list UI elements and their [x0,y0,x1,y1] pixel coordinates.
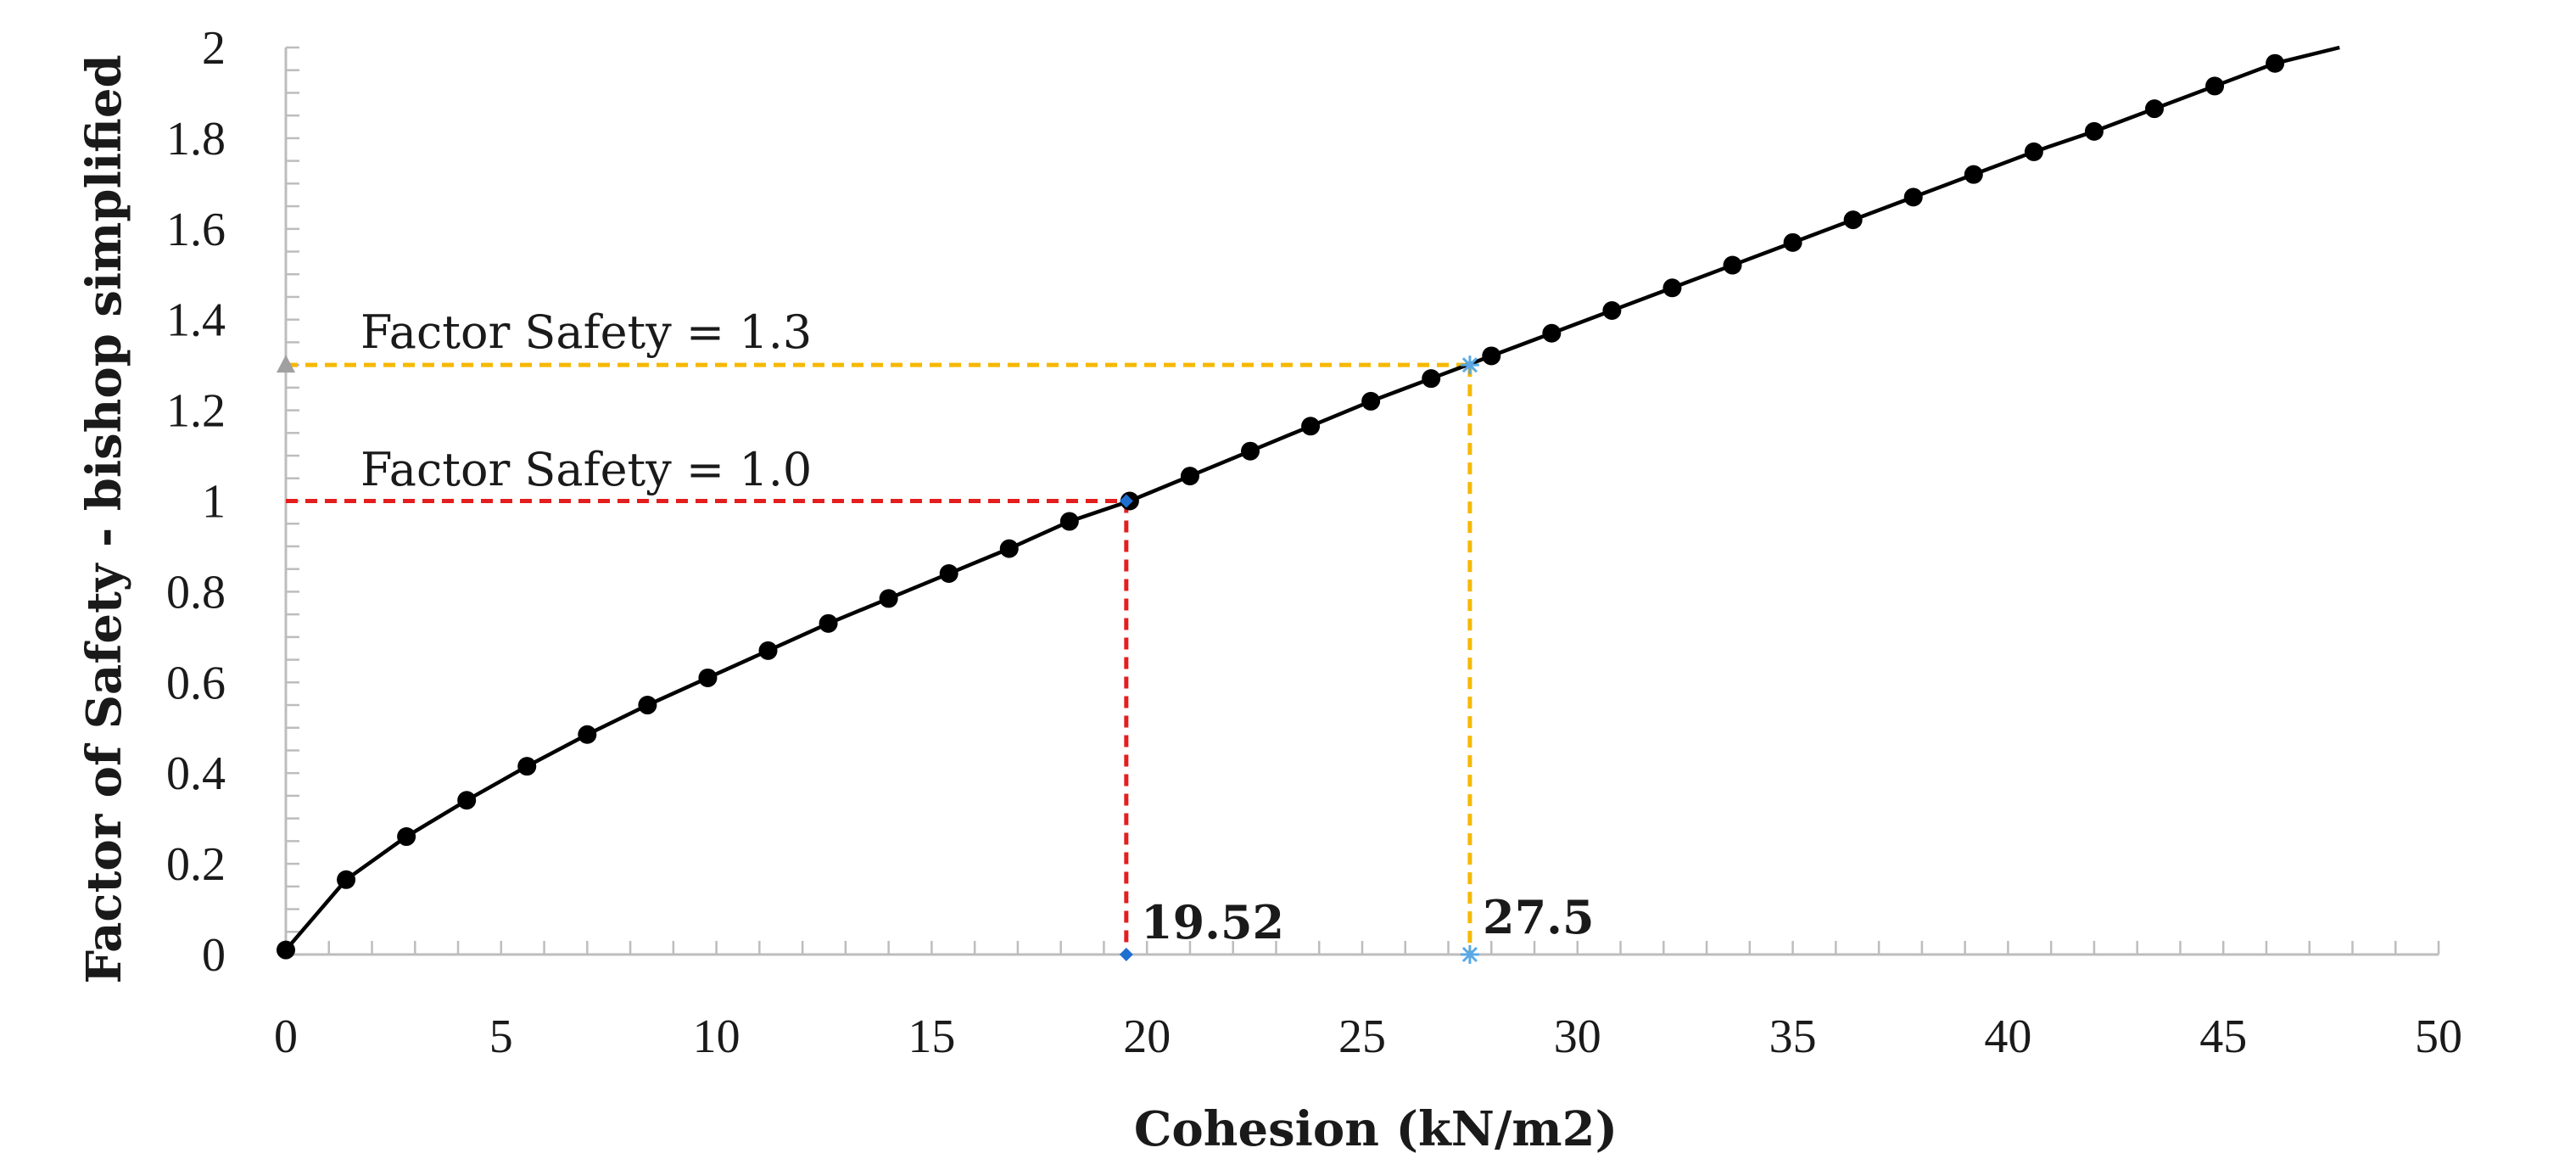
y-tick-label: 1.4 [166,294,226,347]
x-tick-label: 40 [1984,1010,2031,1063]
annotation-value-fos-1-3: 27.5 [1483,890,1595,944]
x-tick-label: 25 [1338,1010,1386,1063]
data-point [698,668,718,687]
x-tick-label: 45 [2199,1010,2247,1063]
x-tick-label: 0 [274,1010,298,1063]
y-tick-label: 0.6 [166,657,226,709]
y-tick-label: 1.8 [166,113,226,165]
data-point [1662,278,1682,298]
x-tick-label: 10 [693,1010,740,1063]
series-line [284,45,2340,952]
chart-guide-lines [286,362,1472,954]
x-tick-label: 20 [1123,1010,1171,1063]
data-point [758,641,778,660]
data-point [1542,323,1562,343]
data-point [397,827,416,847]
x-tick-label: 35 [1769,1010,1817,1063]
star-marker-fos-1-3 [1460,945,1479,964]
data-point [1241,441,1260,461]
x-tick-label: 50 [2415,1010,2462,1063]
star-marker-fos-1-3 [1460,355,1479,375]
data-point [1059,512,1079,531]
data-point [1723,255,1742,275]
data-point [1964,165,1983,184]
data-point [2084,121,2104,141]
data-point [999,539,1019,558]
y-tick-label: 2 [202,22,226,75]
annotation-value-fos-1-0: 19.52 [1141,895,1284,949]
chart-ticks: 0 5 10 15 20 25 30 35 40 45 50 0 0.2 0.4 0.6 0.8 1 1.2 1.4… [166,22,2462,1063]
data-point [1301,417,1321,436]
data-point [1361,391,1381,411]
y-tick-label: 0.4 [166,747,226,800]
data-point [277,940,295,960]
data-point [1903,188,1923,207]
annotation-label-fos-1-0: Factor Safety = 1.0 [360,443,812,496]
chart-series [277,45,2340,960]
data-point [1602,301,1622,321]
data-point [638,696,657,715]
data-point [457,791,477,810]
chart-annotation-markers [277,355,1479,964]
annotation-label-fos-1-3: Factor Safety = 1.3 [360,305,812,359]
y-tick-label: 1.6 [166,204,226,256]
data-point [578,725,597,744]
data-point [337,870,356,889]
data-point [2266,53,2285,73]
y-tick-label: 0.2 [166,838,226,891]
data-point [2205,76,2225,96]
y-tick-label: 1 [202,476,226,529]
data-point [1180,467,1199,486]
data-point [2144,99,2164,119]
x-tick-label: 5 [489,1010,513,1063]
y-tick-label: 1.2 [166,385,226,438]
triangle-marker-fos-1-3 [277,355,295,373]
y-axis-title: Factor of Safety - bishop simplified [76,54,132,983]
data-point [819,613,838,633]
y-tick-label: 0 [202,929,226,982]
data-point [1843,210,1863,230]
data-point [1422,369,1441,389]
data-point [879,589,898,608]
diamond-marker-fos-1 [1119,948,1133,961]
y-tick-label: 0.8 [166,566,226,619]
data-point [517,757,537,776]
data-point [939,564,958,584]
diamond-marker-fos-1 [1119,494,1133,508]
x-tick-label: 30 [1554,1010,1601,1063]
x-axis-title: Cohesion (kN/m2) [1134,1101,1618,1157]
data-point [1783,232,1802,252]
data-point [1482,346,1501,366]
data-point [2024,142,2043,161]
x-tick-label: 15 [908,1010,955,1063]
